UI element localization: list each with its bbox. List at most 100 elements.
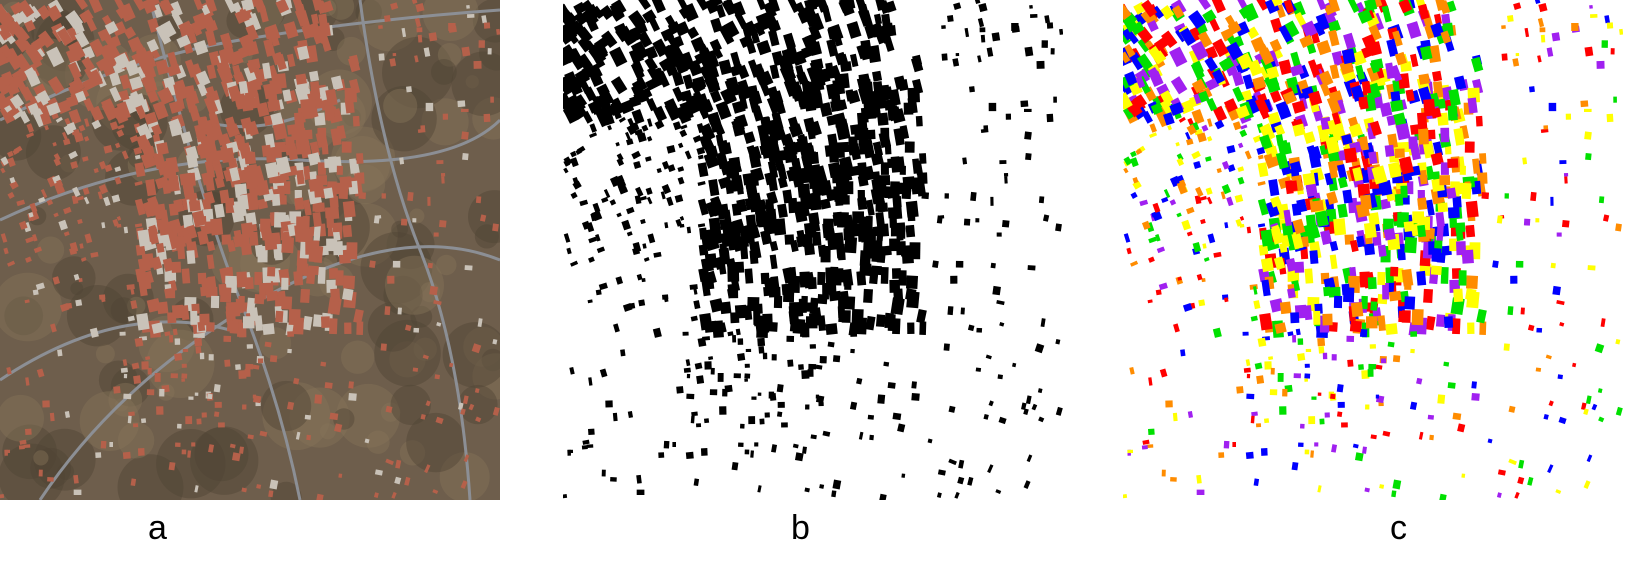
terrain-patch	[481, 348, 500, 372]
building-instance	[1148, 70, 1164, 88]
building-footprint	[975, 367, 982, 372]
roof	[156, 142, 169, 156]
building-footprint	[563, 156, 573, 166]
terrain-patch	[383, 88, 418, 123]
roof	[12, 76, 23, 89]
building-footprint	[743, 305, 753, 321]
building-footprint	[798, 364, 804, 371]
building-instance	[1362, 446, 1367, 454]
building-footprint	[682, 331, 689, 336]
building-footprint	[646, 196, 653, 205]
roof	[180, 131, 193, 144]
building-footprint	[697, 162, 709, 178]
building-instance	[1179, 27, 1196, 46]
building-footprint	[771, 111, 781, 125]
building-footprint	[626, 206, 635, 215]
building-instance	[1176, 153, 1184, 161]
building-instance	[1508, 458, 1517, 466]
roof	[155, 59, 170, 76]
roof	[0, 156, 10, 166]
building-instance	[1543, 413, 1549, 420]
roof	[302, 315, 313, 331]
building-instance	[1190, 40, 1209, 61]
roof	[27, 102, 40, 115]
roof	[299, 140, 312, 159]
terrain-patch	[409, 208, 425, 224]
roof	[169, 335, 174, 343]
building-footprint	[693, 478, 700, 487]
building-footprint	[838, 156, 854, 175]
roof	[36, 368, 45, 378]
roof	[338, 182, 349, 200]
roof	[205, 0, 218, 13]
building-instance	[1261, 279, 1271, 297]
terrain-patch	[270, 481, 302, 500]
roof	[323, 187, 334, 199]
roof	[224, 359, 231, 367]
roof	[428, 32, 438, 42]
building-footprint	[749, 224, 761, 240]
building-instance	[1154, 37, 1169, 52]
building-instance	[1571, 22, 1579, 31]
building-instance	[1159, 368, 1168, 378]
building-instance	[1202, 9, 1217, 24]
building-footprint	[737, 338, 744, 345]
building-footprint	[1042, 214, 1050, 222]
building-instance	[1328, 0, 1341, 13]
roof	[24, 428, 32, 436]
roof	[134, 162, 146, 178]
building-instance	[1218, 452, 1225, 458]
building-footprint	[937, 469, 946, 476]
building-instance	[1367, 369, 1374, 377]
building-footprint	[983, 413, 989, 420]
roof	[399, 157, 405, 165]
roof	[143, 66, 157, 80]
building-instance	[1556, 232, 1562, 237]
roof	[52, 142, 57, 147]
building-footprint	[974, 0, 981, 5]
roof	[356, 321, 364, 336]
building-footprint	[708, 179, 720, 197]
building-footprint	[904, 141, 915, 153]
roof	[11, 11, 25, 26]
building-footprint	[601, 196, 609, 203]
building-footprint	[719, 301, 732, 315]
building-footprint	[848, 136, 858, 149]
building-instance	[1269, 298, 1284, 313]
building-footprint	[1027, 265, 1036, 271]
building-footprint	[676, 386, 684, 394]
roof	[32, 289, 39, 296]
terrain-patch	[57, 463, 75, 480]
roof	[293, 112, 305, 130]
roof	[271, 193, 281, 206]
building-instance	[1548, 102, 1557, 112]
panel-a-label: a	[148, 509, 167, 547]
building-footprint	[941, 53, 948, 61]
building-footprint	[599, 4, 615, 20]
building-footprint	[858, 431, 864, 440]
roof	[7, 191, 15, 199]
building-instance	[1559, 321, 1565, 327]
building-instance	[1275, 100, 1292, 120]
building-instance	[1323, 4, 1334, 16]
building-instance	[1448, 88, 1461, 107]
building-instance	[1507, 306, 1514, 316]
roof	[275, 156, 291, 175]
building-footprint	[990, 262, 996, 269]
building-instance	[1158, 282, 1168, 291]
building-footprint	[907, 322, 915, 334]
building-footprint	[892, 318, 901, 335]
building-instance	[1289, 161, 1303, 175]
roof	[166, 63, 182, 77]
roof	[136, 312, 150, 331]
building-instance	[1282, 90, 1297, 105]
roof	[306, 434, 311, 441]
building-instance	[1132, 94, 1148, 109]
building-instance	[1200, 218, 1206, 225]
building-footprint	[722, 388, 728, 397]
building-instance	[1536, 327, 1543, 333]
building-footprint	[758, 346, 765, 354]
terrain-patch	[194, 427, 249, 482]
roof	[47, 76, 65, 95]
roof	[50, 323, 57, 333]
